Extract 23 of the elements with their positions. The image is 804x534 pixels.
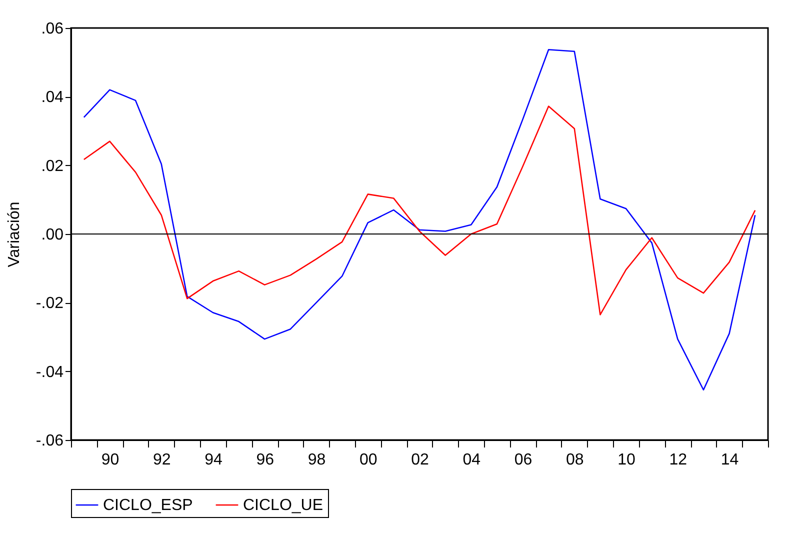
- legend-label: CICLO_UE: [243, 497, 324, 514]
- y-tick-label: -.04: [36, 364, 64, 381]
- x-tick-label: 10: [618, 452, 636, 468]
- x-tick-label: 08: [566, 452, 584, 468]
- x-tick-label: 96: [256, 452, 274, 468]
- x-tick-label: 94: [204, 452, 222, 468]
- legend-label: CICLO_ESP: [103, 497, 193, 514]
- x-tick-label: 90: [101, 452, 120, 468]
- x-tick-label: 12: [669, 452, 688, 468]
- x-tick-label: 14: [720, 452, 739, 468]
- y-axis-title: Variación: [6, 202, 23, 268]
- x-tick-label: 02: [411, 452, 429, 468]
- x-tick-label: 04: [462, 452, 481, 468]
- y-tick-label: .06: [41, 20, 64, 38]
- x-tick-label: 98: [308, 452, 326, 468]
- y-tick-label: -.06: [36, 432, 64, 450]
- y-tick-label: .02: [41, 158, 64, 175]
- y-tick-label: .04: [41, 89, 64, 106]
- y-tick-label: .00: [41, 226, 64, 244]
- x-tick-label: 06: [514, 452, 532, 468]
- x-tick-label: 92: [152, 452, 171, 468]
- x-tick-label: 00: [359, 452, 378, 468]
- y-tick-label: -.02: [36, 295, 64, 312]
